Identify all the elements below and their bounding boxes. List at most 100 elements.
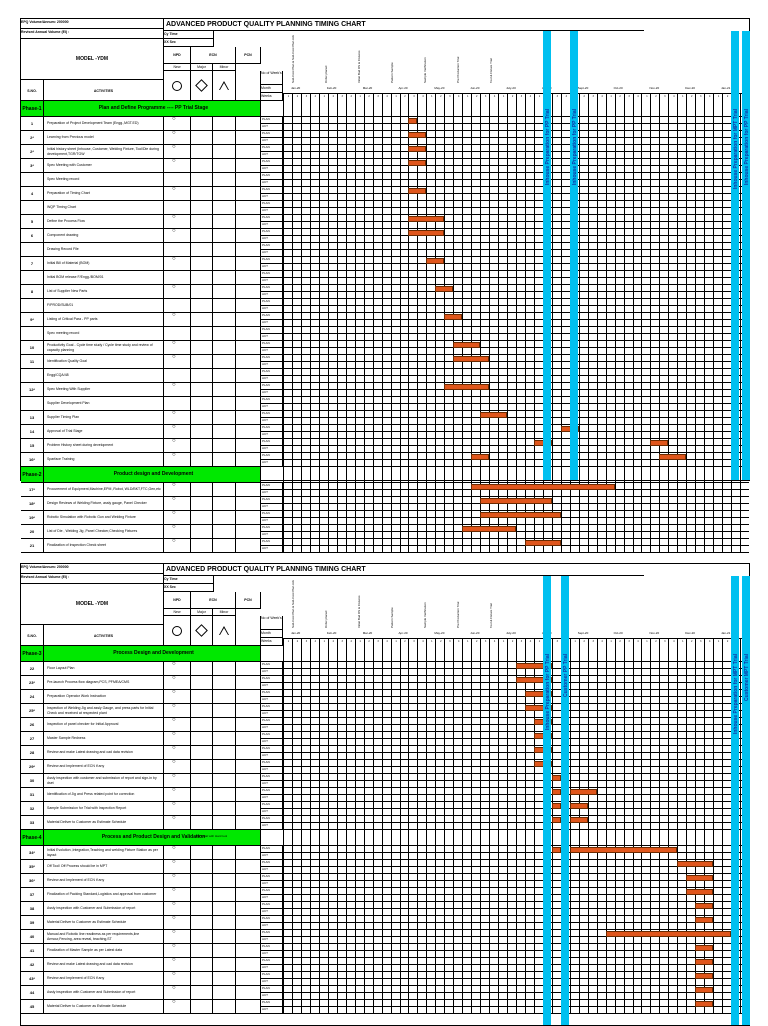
plan-actual-cell: PLAN ACT (261, 539, 283, 552)
grid-column (336, 846, 338, 859)
activity-text: Initial Evolution ,Integration,Teaching … (44, 846, 164, 859)
plan-label: PLAN (261, 704, 282, 711)
grid-column (345, 313, 347, 326)
grid-column (605, 159, 607, 172)
grid-column (704, 860, 706, 873)
grid-column (533, 299, 535, 312)
grid-column (283, 383, 284, 396)
serial-number: 4 (21, 187, 44, 200)
pcn-symbol-cell (236, 774, 261, 787)
grid-column (614, 860, 616, 873)
grid-column (381, 327, 383, 340)
plan-bar (471, 483, 615, 490)
minor-symbol-cell (213, 483, 236, 496)
grid-column (489, 215, 491, 228)
grid-column (623, 397, 625, 410)
grid-column (587, 285, 589, 298)
plan-bar (471, 453, 490, 460)
plan-label: PLAN (261, 539, 282, 546)
grid-column (354, 327, 356, 340)
grid-column (318, 411, 320, 424)
grid-column (623, 425, 625, 438)
actual-label: ACT (262, 376, 268, 380)
grid-column (480, 383, 482, 396)
grid-column (336, 159, 338, 172)
grid-column (408, 173, 410, 186)
grid-column (354, 760, 356, 773)
grid-column (596, 313, 598, 326)
grid-column (300, 986, 302, 999)
grid-column (686, 369, 688, 382)
grid-column (668, 397, 670, 410)
grid-column (399, 760, 401, 773)
grid-column (516, 159, 517, 172)
grid-column (480, 746, 482, 759)
grid-column (453, 483, 455, 496)
grid-column (471, 986, 473, 999)
minor-symbol-cell (213, 285, 236, 298)
grid-column (740, 101, 742, 116)
grid-column (677, 145, 679, 158)
grid-column (498, 145, 500, 158)
grid-column (524, 718, 526, 731)
grid-column (453, 467, 455, 482)
grid-column (300, 662, 302, 675)
grid-column (363, 746, 365, 759)
grid-column (471, 187, 473, 200)
grid-column (462, 860, 464, 873)
grid-column (650, 257, 652, 270)
grid-column (596, 271, 598, 284)
grid-column (336, 902, 338, 915)
grid-column (408, 662, 410, 675)
grid-column (444, 874, 446, 887)
grid-column (300, 483, 302, 496)
grid-column (417, 187, 419, 200)
grid-column (632, 383, 634, 396)
grid-column (291, 902, 293, 915)
actual-label: ACT (262, 348, 268, 352)
actual-label: ACT (262, 965, 268, 969)
timing-chart-sheet-1: ADVANCED PRODUCT QUALITY PLANNING TIMING… (20, 18, 750, 553)
actual-label: ACT (262, 490, 268, 494)
grid-column (686, 355, 688, 368)
plan-actual-cell: PLAN ACT (261, 187, 283, 200)
grid-column (381, 525, 383, 538)
grid-column (695, 802, 697, 815)
grid-column (686, 830, 688, 845)
grid-column (686, 704, 688, 717)
grid-column (605, 972, 607, 985)
activity-text: Initial history sheet (Inhouse, Customer… (44, 145, 164, 158)
grid-column (686, 802, 688, 815)
grid-column (309, 215, 311, 228)
plan-label: PLAN (261, 972, 282, 979)
grid-column (480, 229, 482, 242)
serial-number: 45 (21, 1000, 44, 1013)
grid-column (283, 816, 284, 829)
grid-column (578, 718, 580, 731)
grid-column (408, 355, 410, 368)
grid-column (507, 774, 509, 787)
grid-column (283, 774, 284, 787)
grid-column (399, 313, 401, 326)
grid-column (668, 467, 670, 482)
grid-column (363, 958, 365, 971)
grid-column (668, 425, 670, 438)
grid-column (471, 425, 473, 438)
plan-actual-cell: PLAN ACT (261, 369, 283, 382)
grid-column (533, 117, 535, 130)
grid-column (507, 860, 509, 873)
grid-column (605, 874, 607, 887)
activity-row: 28 Review and make Latest drawing and cad… (21, 746, 749, 760)
grid-column (309, 676, 311, 689)
chart-title: ADVANCED PRODUCT QUALITY PLANNING TIMING… (164, 19, 644, 31)
grid-column (417, 690, 419, 703)
grid-column (291, 774, 293, 787)
grid-column (551, 397, 553, 410)
grid-column (623, 676, 625, 689)
grid-column (524, 383, 526, 396)
grid-column (668, 411, 670, 424)
milestone-headers: Sub-Cost Plan & Sub-Cost Plan Ack Order p… (283, 576, 749, 630)
grid-column (587, 986, 589, 999)
new-symbol-cell: ○ (164, 1000, 191, 1013)
grid-column (731, 497, 733, 510)
